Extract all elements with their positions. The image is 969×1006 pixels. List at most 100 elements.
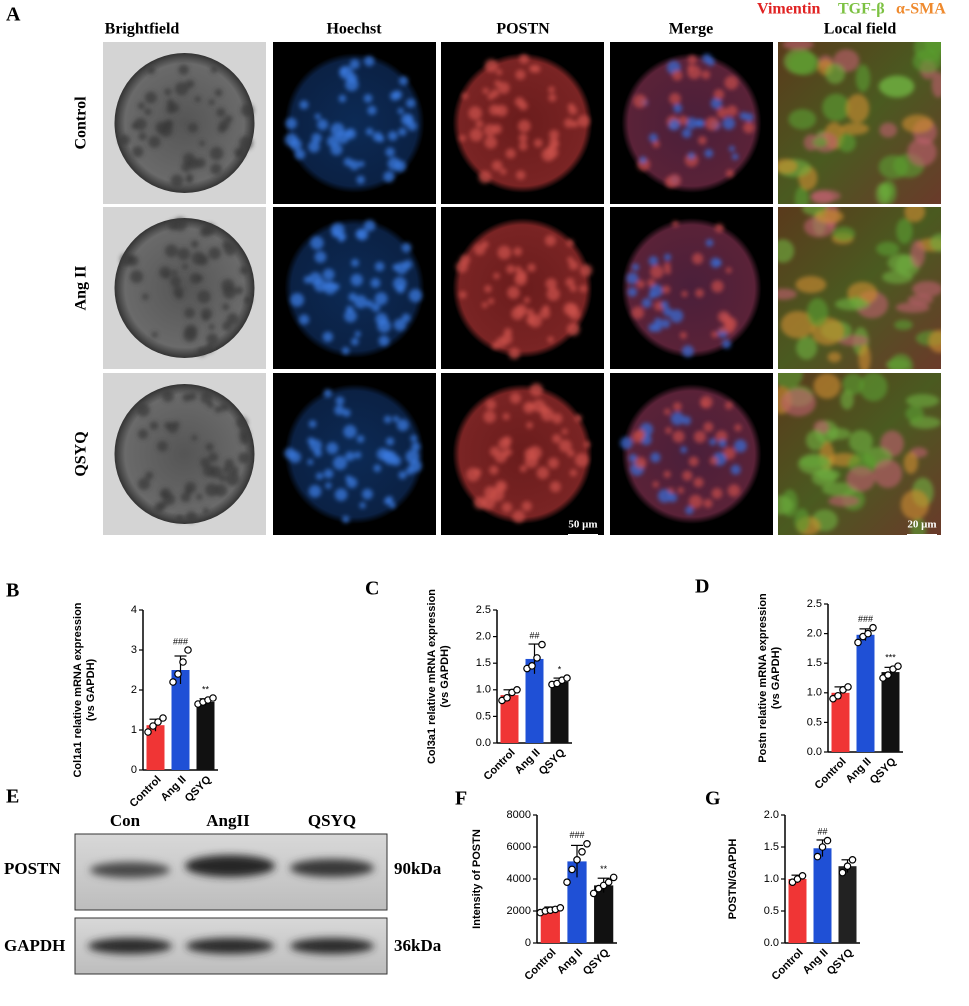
data-point — [169, 678, 177, 686]
data-point — [556, 903, 565, 912]
cell — [309, 439, 322, 452]
cell — [664, 408, 671, 415]
cell — [137, 102, 146, 110]
cell — [566, 322, 580, 336]
cell — [716, 107, 728, 119]
cell — [322, 331, 334, 343]
cell — [483, 410, 496, 423]
cell — [214, 405, 222, 414]
cell — [482, 87, 489, 95]
cell — [722, 339, 732, 349]
cell — [672, 430, 685, 443]
data-point — [864, 629, 872, 638]
cell — [344, 309, 357, 323]
x-tick-label: Ang II — [555, 947, 585, 977]
cell — [238, 136, 253, 150]
cell — [137, 428, 149, 440]
cells — [466, 383, 591, 523]
cell — [907, 137, 937, 167]
data-point — [884, 671, 892, 679]
cell — [565, 277, 575, 287]
cell — [822, 482, 858, 497]
data-point — [578, 847, 586, 856]
micrograph — [103, 42, 266, 204]
cell — [317, 119, 329, 131]
cells — [778, 207, 941, 369]
y-tick-label: 2.5 — [476, 604, 491, 616]
cell — [631, 263, 640, 271]
data-point — [869, 623, 877, 632]
cell — [873, 459, 903, 488]
cell — [905, 405, 924, 422]
cell — [337, 235, 345, 243]
cell — [308, 420, 317, 428]
cell — [210, 66, 218, 74]
cell — [627, 287, 638, 297]
cell — [548, 93, 557, 102]
cell — [221, 278, 235, 293]
cell — [484, 285, 492, 293]
cell — [199, 226, 211, 237]
cell — [653, 323, 662, 332]
micrograph-content — [103, 42, 266, 204]
data-point — [818, 843, 827, 851]
cell — [170, 275, 181, 287]
cell — [208, 452, 219, 463]
legend-item: Vimentin — [757, 1, 821, 18]
western-blot: Con AngII QSYQ POSTN GAPDH 90kDa 36kDa — [4, 811, 442, 975]
spheroid — [114, 384, 255, 524]
y-tick-label: 2.0 — [764, 809, 779, 821]
x-tick-label: QSYQ — [825, 946, 856, 977]
cell — [928, 329, 941, 353]
micrograph — [778, 42, 941, 204]
cell — [702, 53, 712, 64]
cell — [345, 129, 353, 136]
cell — [910, 517, 927, 535]
x-tick-label: QSYQ — [581, 946, 612, 977]
cell — [620, 436, 633, 450]
cell — [529, 383, 543, 397]
micrograph-content — [273, 207, 436, 369]
cell — [827, 351, 842, 363]
y-tick-label: 8000 — [507, 809, 531, 821]
cell — [778, 288, 797, 300]
cell — [314, 251, 327, 263]
cell — [350, 273, 363, 287]
cell — [216, 107, 226, 118]
data-point — [513, 685, 521, 694]
legend-item: TGF-β — [838, 1, 885, 18]
y-axis-label: POSTN/GAPDH — [727, 839, 739, 920]
x-tick-label: Ang II — [801, 947, 831, 977]
cell — [383, 415, 392, 424]
y-tick-label: 0.5 — [807, 716, 822, 728]
cell — [224, 243, 237, 256]
cell — [342, 408, 351, 417]
cell — [459, 291, 467, 299]
y-axis-label: (vs GAPDH) — [85, 658, 97, 721]
cell — [731, 153, 739, 161]
data-point — [589, 889, 598, 898]
y-tick-label: 0.0 — [807, 746, 822, 758]
cell — [657, 489, 672, 503]
cell — [398, 127, 407, 136]
micrograph — [441, 373, 604, 535]
significance-label: ** — [600, 864, 608, 874]
cell — [387, 131, 398, 141]
micrographs — [103, 42, 941, 535]
cell — [693, 477, 704, 488]
cell — [628, 453, 638, 463]
micrograph — [273, 373, 436, 535]
cell — [132, 146, 144, 158]
cell — [631, 306, 645, 319]
micrograph-content — [441, 42, 604, 204]
scale-bar-label: 50 μm — [568, 519, 597, 531]
cell — [182, 263, 189, 270]
cell — [208, 99, 215, 106]
data-point — [538, 640, 546, 649]
cell — [481, 302, 488, 309]
cell — [744, 112, 754, 122]
cell — [490, 89, 500, 98]
data-point — [563, 878, 571, 887]
cells — [284, 55, 418, 185]
